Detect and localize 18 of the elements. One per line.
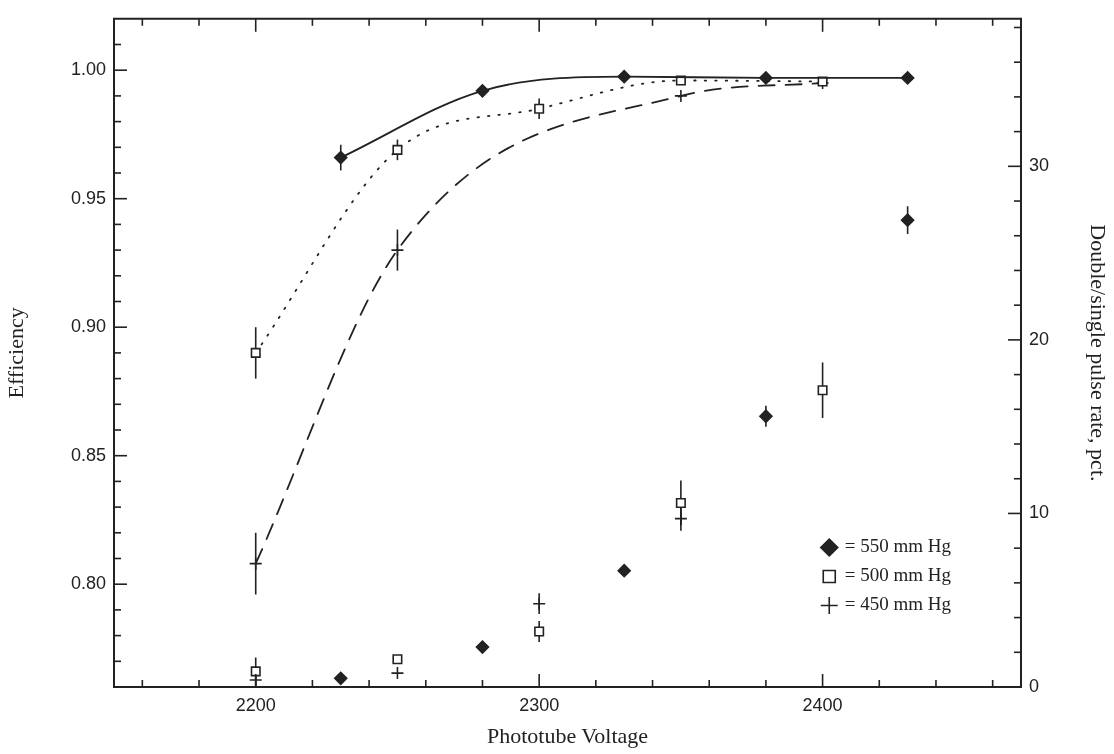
x-tick-label: 2300 xyxy=(519,694,560,715)
y2-tick-label: 0 xyxy=(1029,675,1040,696)
y-tick-label: 0.95 xyxy=(70,187,106,208)
y-axis-title: Efficiency xyxy=(2,307,28,399)
y2-tick-label: 10 xyxy=(1029,502,1050,523)
y-tick-label: 1.00 xyxy=(70,59,106,80)
legend-label: = 550 mm Hg xyxy=(844,535,952,557)
y2-axis-title: Double/single pulse rate, pct. xyxy=(1086,224,1112,482)
y-tick-label: 0.80 xyxy=(70,573,106,594)
y-tick-label: 0.90 xyxy=(70,316,106,337)
x-tick-label: 2400 xyxy=(802,694,843,715)
x-axis-title: Phototube Voltage xyxy=(486,722,649,748)
y2-tick-label: 30 xyxy=(1029,155,1050,176)
y2-tick-label: 20 xyxy=(1029,328,1050,349)
legend-label: = 450 mm Hg xyxy=(844,593,952,615)
legend-label: = 500 mm Hg xyxy=(844,564,952,586)
y-tick-label: 0.85 xyxy=(70,444,106,465)
x-tick-label: 2200 xyxy=(235,694,276,715)
